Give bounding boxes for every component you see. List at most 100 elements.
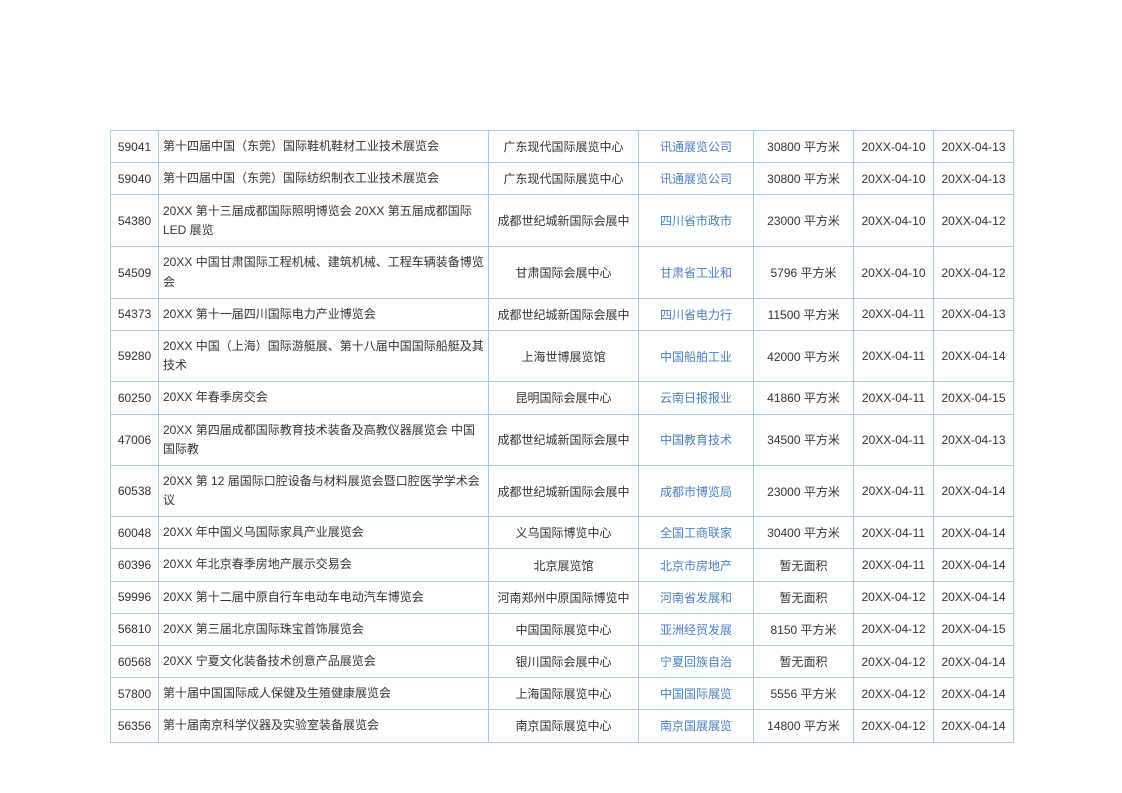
organizer-link[interactable]: 北京市房地产 xyxy=(660,559,732,573)
cell-end-date: 20XX-04-12 xyxy=(934,195,1014,247)
table-row: 5681020XX 第三届北京国际珠宝首饰展览会中国国际展览中心亚洲经贸发展81… xyxy=(111,613,1014,645)
cell-name: 第十届南京科学仪器及实验室装备展览会 xyxy=(159,710,489,742)
cell-area: 30800 平方米 xyxy=(754,131,854,163)
cell-end-date: 20XX-04-14 xyxy=(934,678,1014,710)
cell-start-date: 20XX-04-10 xyxy=(854,195,934,247)
table-row: 6056820XX 宁夏文化装备技术创意产品展览会银川国际会展中心宁夏回族自治暂… xyxy=(111,646,1014,678)
cell-organizer: 四川省电力行 xyxy=(639,298,754,330)
organizer-link[interactable]: 讯通展览公司 xyxy=(660,140,732,154)
table-row: 59041第十四届中国（东莞）国际鞋机鞋材工业技术展览会广东现代国际展览中心 讯通… xyxy=(111,131,1014,163)
cell-area: 5796 平方米 xyxy=(754,247,854,298)
cell-end-date: 20XX-04-14 xyxy=(934,646,1014,678)
table-row: 6053820XX 第 12 届国际口腔设备与材料展览会暨口腔医学学术会议成都世… xyxy=(111,465,1014,516)
cell-name: 第十四届中国（东莞）国际鞋机鞋材工业技术展览会 xyxy=(159,131,489,163)
cell-id: 56356 xyxy=(111,710,159,742)
cell-start-date: 20XX-04-10 xyxy=(854,163,934,195)
cell-id: 60048 xyxy=(111,517,159,549)
cell-organizer: 宁夏回族自治 xyxy=(639,646,754,678)
organizer-link[interactable]: 云南日报报业 xyxy=(660,391,732,405)
cell-area: 42000 平方米 xyxy=(754,330,854,381)
cell-organizer: 河南省发展和 xyxy=(639,581,754,613)
organizer-link[interactable]: 中国教育技术 xyxy=(660,433,732,447)
cell-id: 59041 xyxy=(111,131,159,163)
table-row: 6004820XX 年中国义乌国际家具产业展览会义乌国际博览中心 全国工商联家 30… xyxy=(111,517,1014,549)
cell-area: 暂无面积 xyxy=(754,581,854,613)
organizer-link[interactable]: 宁夏回族自治 xyxy=(660,655,732,669)
organizer-link[interactable]: 亚洲经贸发展 xyxy=(660,623,732,637)
organizer-link[interactable]: 河南省发展和 xyxy=(660,591,732,605)
cell-area: 8150 平方米 xyxy=(754,613,854,645)
cell-area: 30400 平方米 xyxy=(754,517,854,549)
cell-name: 20XX 年中国义乌国际家具产业展览会 xyxy=(159,517,489,549)
cell-name: 20XX 年春季房交会 xyxy=(159,382,489,414)
organizer-link[interactable]: 南京国展展览 xyxy=(660,719,732,733)
table-row: 57800第十届中国国际成人保健及生殖健康展览会上海国际展览中心中国国际展览55… xyxy=(111,678,1014,710)
cell-start-date: 20XX-04-12 xyxy=(854,613,934,645)
cell-venue: 上海世博展览馆 xyxy=(489,330,639,381)
cell-name: 20XX 年北京春季房地产展示交易会 xyxy=(159,549,489,581)
cell-start-date: 20XX-04-10 xyxy=(854,131,934,163)
cell-venue: 广东现代国际展览中心 xyxy=(489,131,639,163)
table-row: 5928020XX 中国（上海）国际游艇展、第十八届中国国际船艇及其技术上海世博… xyxy=(111,330,1014,381)
cell-start-date: 20XX-04-12 xyxy=(854,710,934,742)
cell-venue: 成都世纪城新国际会展中 xyxy=(489,298,639,330)
cell-area: 暂无面积 xyxy=(754,646,854,678)
cell-venue: 上海国际展览中心 xyxy=(489,678,639,710)
cell-id: 54380 xyxy=(111,195,159,247)
cell-end-date: 20XX-04-14 xyxy=(934,465,1014,516)
cell-organizer: 亚洲经贸发展 xyxy=(639,613,754,645)
cell-start-date: 20XX-04-11 xyxy=(854,517,934,549)
cell-end-date: 20XX-04-13 xyxy=(934,414,1014,465)
table-row: 6025020XX 年春季房交会昆明国际会展中心云南日报报业41860 平方米2… xyxy=(111,382,1014,414)
cell-start-date: 20XX-04-11 xyxy=(854,414,934,465)
organizer-link[interactable]: 甘肃省工业和 xyxy=(660,266,732,280)
cell-name: 20XX 中国（上海）国际游艇展、第十八届中国国际船艇及其技术 xyxy=(159,330,489,381)
table-row: 4700620XX 第四届成都国际教育技术装备及高教仪器展览会 中国国际教成都世… xyxy=(111,414,1014,465)
organizer-link[interactable]: 成都市博览局 xyxy=(660,485,732,499)
cell-end-date: 20XX-04-15 xyxy=(934,382,1014,414)
cell-organizer: 成都市博览局 xyxy=(639,465,754,516)
organizer-link[interactable]: 中国国际展览 xyxy=(660,687,732,701)
organizer-link[interactable]: 讯通展览公司 xyxy=(660,172,732,186)
cell-end-date: 20XX-04-14 xyxy=(934,581,1014,613)
cell-venue: 中国国际展览中心 xyxy=(489,613,639,645)
organizer-link[interactable]: 全国工商联家 xyxy=(660,526,732,540)
cell-end-date: 20XX-04-14 xyxy=(934,330,1014,381)
cell-end-date: 20XX-04-13 xyxy=(934,163,1014,195)
cell-name: 第十四届中国（东莞）国际纺织制衣工业技术展览会 xyxy=(159,163,489,195)
cell-end-date: 20XX-04-14 xyxy=(934,549,1014,581)
cell-name: 第十届中国国际成人保健及生殖健康展览会 xyxy=(159,678,489,710)
cell-id: 59040 xyxy=(111,163,159,195)
cell-organizer: 讯通展览公司 xyxy=(639,131,754,163)
cell-organizer: 云南日报报业 xyxy=(639,382,754,414)
cell-venue: 广东现代国际展览中心 xyxy=(489,163,639,195)
cell-venue: 义乌国际博览中心 xyxy=(489,517,639,549)
cell-start-date: 20XX-04-12 xyxy=(854,581,934,613)
cell-organizer: 中国教育技术 xyxy=(639,414,754,465)
cell-organizer: 四川省市政市 xyxy=(639,195,754,247)
cell-end-date: 20XX-04-14 xyxy=(934,710,1014,742)
cell-area: 暂无面积 xyxy=(754,549,854,581)
organizer-link[interactable]: 四川省电力行 xyxy=(660,308,732,322)
organizer-link[interactable]: 四川省市政市 xyxy=(660,214,732,228)
cell-organizer: 中国国际展览 xyxy=(639,678,754,710)
cell-end-date: 20XX-04-12 xyxy=(934,247,1014,298)
cell-organizer: 北京市房地产 xyxy=(639,549,754,581)
cell-start-date: 20XX-04-12 xyxy=(854,678,934,710)
organizer-link[interactable]: 中国船舶工业 xyxy=(660,350,732,364)
cell-id: 56810 xyxy=(111,613,159,645)
cell-id: 60396 xyxy=(111,549,159,581)
cell-id: 59996 xyxy=(111,581,159,613)
cell-start-date: 20XX-04-10 xyxy=(854,247,934,298)
cell-end-date: 20XX-04-14 xyxy=(934,517,1014,549)
cell-area: 23000 平方米 xyxy=(754,195,854,247)
cell-venue: 成都世纪城新国际会展中 xyxy=(489,195,639,247)
cell-start-date: 20XX-04-11 xyxy=(854,382,934,414)
cell-organizer: 南京国展展览 xyxy=(639,710,754,742)
table-row: 56356第十届南京科学仪器及实验室装备展览会南京国际展览中心南京国展展览148… xyxy=(111,710,1014,742)
cell-venue: 甘肃国际会展中心 xyxy=(489,247,639,298)
cell-name: 20XX 第十三届成都国际照明博览会 20XX 第五届成都国际 LED 展览 xyxy=(159,195,489,247)
cell-venue: 河南郑州中原国际博览中 xyxy=(489,581,639,613)
cell-start-date: 20XX-04-11 xyxy=(854,330,934,381)
cell-end-date: 20XX-04-15 xyxy=(934,613,1014,645)
